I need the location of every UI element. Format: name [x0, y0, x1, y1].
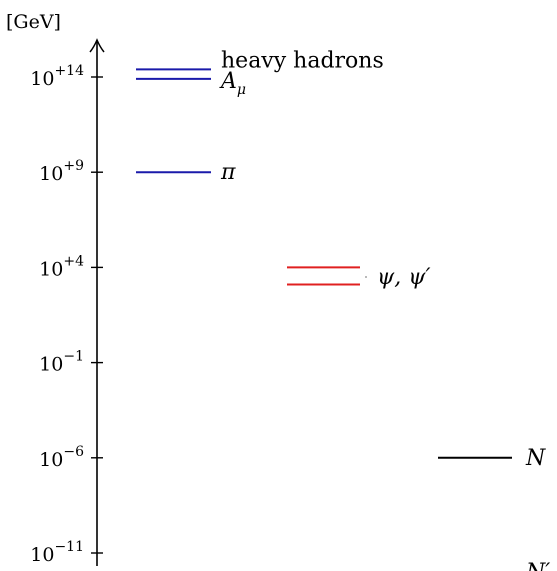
- axis-tick-label: 10+9: [39, 158, 84, 185]
- energy-level-label: Aμ: [219, 69, 246, 98]
- axis-tick-label: 10−6: [39, 444, 84, 471]
- energy-level-label: heavy hadrons: [221, 48, 384, 73]
- axis-ticks: 10+14 10+9 10+4 10−1 10−6 10−11: [30, 63, 103, 566]
- axis-tick-label: 10−11: [30, 539, 84, 566]
- axis-tick-label: 10+4: [39, 253, 84, 280]
- axis-tick-label: 10+14: [30, 63, 84, 90]
- axis-tick-label: 10−1: [39, 349, 84, 376]
- energy-level-label: π: [220, 160, 236, 185]
- energy-level-label: N: [525, 446, 546, 471]
- axis-arrow-icon: [89, 38, 105, 53]
- energy-level-label: ψ, ψ′: [377, 265, 431, 290]
- axis-unit-label: [GeV]: [6, 11, 61, 33]
- connector-dot: [365, 276, 367, 278]
- energy-level-label: N′: [525, 560, 550, 571]
